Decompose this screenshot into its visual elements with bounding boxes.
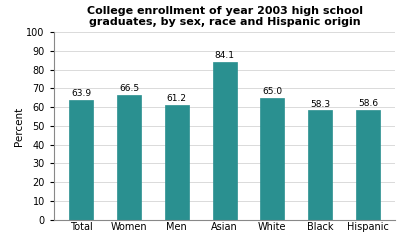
Text: 58.3: 58.3: [310, 100, 330, 109]
Text: 66.5: 66.5: [119, 84, 139, 94]
Bar: [308, 110, 332, 220]
Bar: [165, 105, 189, 220]
Text: 65.0: 65.0: [262, 87, 282, 96]
Bar: [213, 62, 237, 220]
Text: 61.2: 61.2: [167, 94, 187, 103]
Bar: [260, 98, 284, 220]
Y-axis label: Percent: Percent: [14, 106, 24, 145]
Bar: [69, 100, 93, 220]
Text: 84.1: 84.1: [215, 51, 235, 60]
Bar: [117, 95, 141, 220]
Text: 63.9: 63.9: [71, 89, 91, 98]
Text: 58.6: 58.6: [358, 99, 378, 108]
Title: College enrollment of year 2003 high school
graduates, by sex, race and Hispanic: College enrollment of year 2003 high sch…: [87, 5, 363, 27]
Bar: [356, 110, 380, 220]
